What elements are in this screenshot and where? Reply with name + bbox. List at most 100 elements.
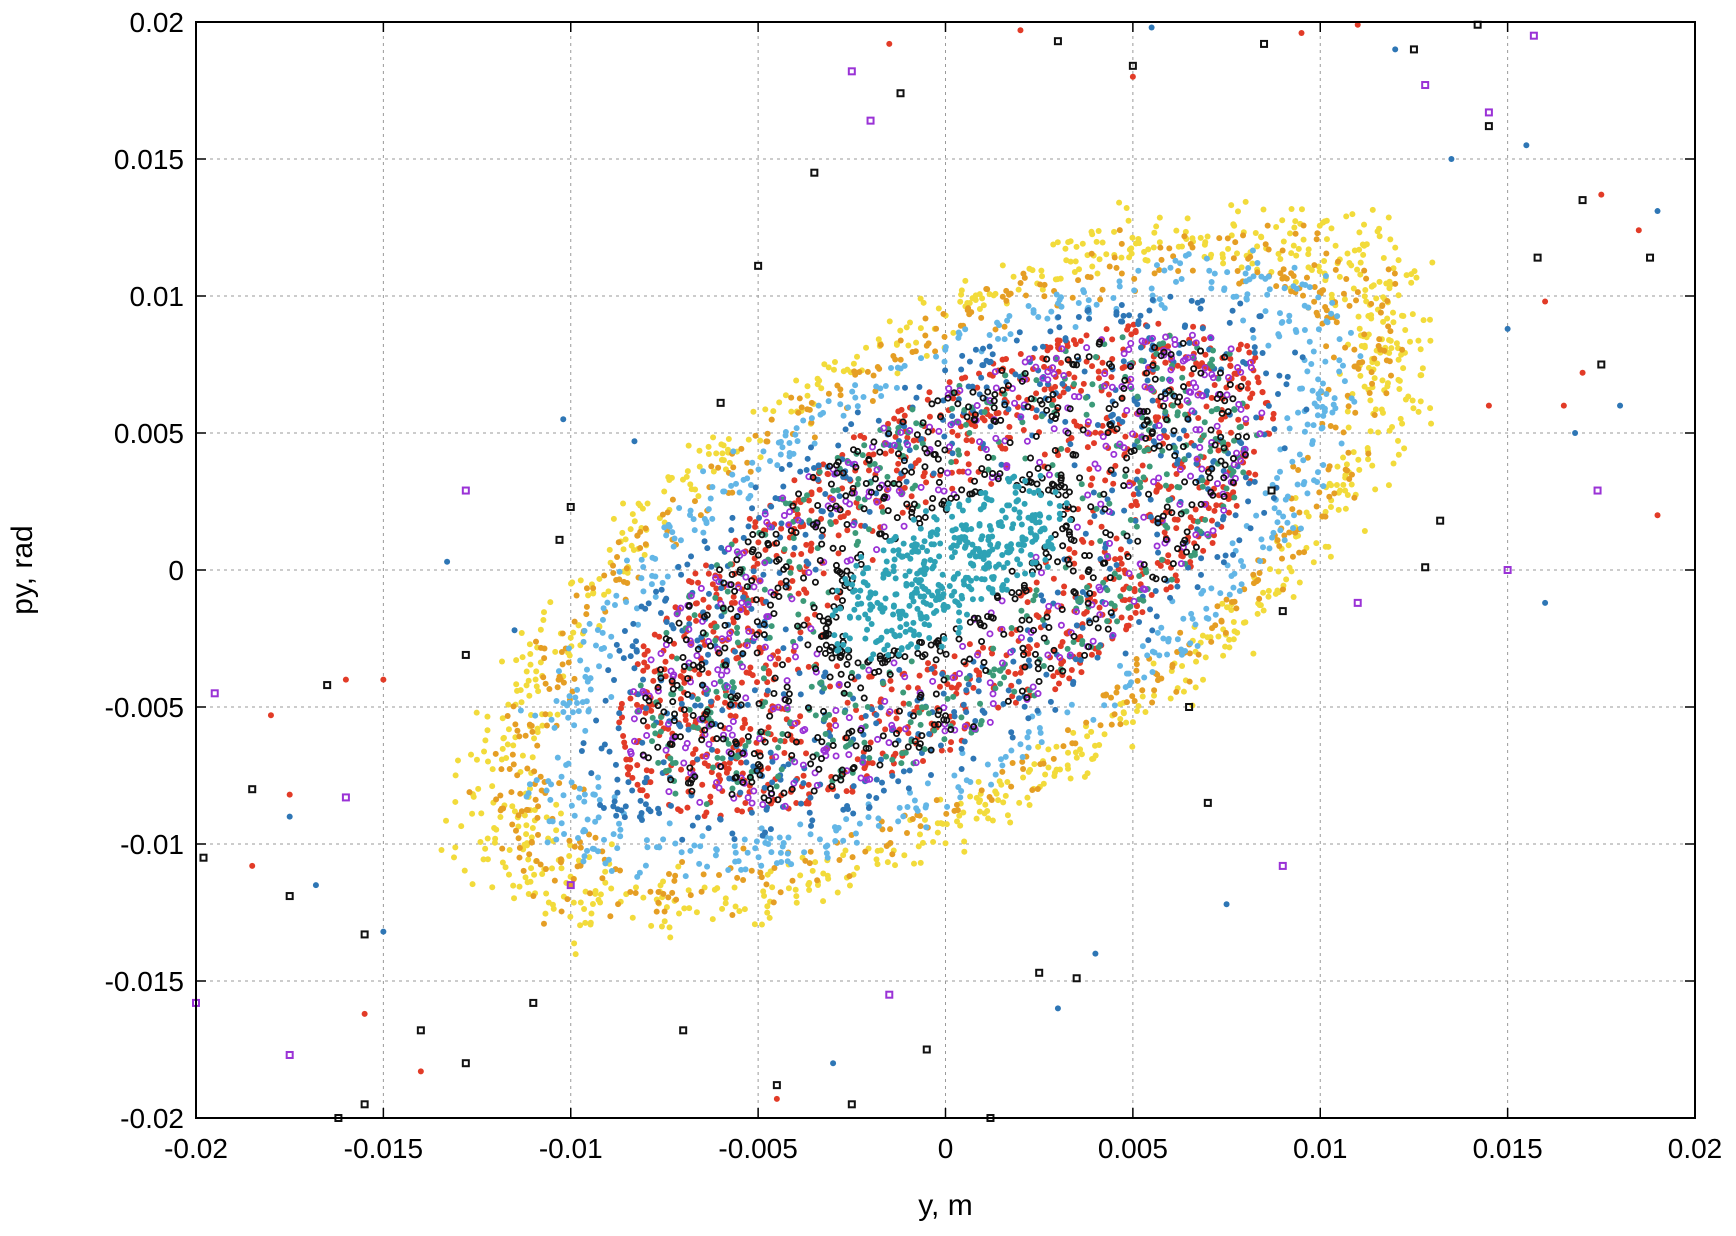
data-point (816, 486, 823, 493)
data-point (1237, 368, 1245, 376)
data-point (1133, 603, 1140, 610)
data-point (778, 466, 785, 473)
data-point (725, 724, 733, 732)
data-point (888, 721, 896, 729)
data-point (1069, 360, 1077, 368)
data-point (931, 669, 938, 676)
data-point (1123, 719, 1130, 726)
data-point (797, 629, 804, 636)
data-point (1136, 560, 1144, 568)
data-point (484, 713, 491, 720)
data-point (664, 509, 671, 516)
data-point (645, 806, 652, 813)
data-point (1012, 371, 1019, 378)
data-point (783, 704, 791, 712)
data-point (1165, 552, 1172, 559)
data-point (680, 759, 688, 767)
data-point (916, 709, 923, 716)
data-point (1056, 324, 1063, 331)
data-point (632, 884, 639, 891)
data-point (1054, 337, 1061, 344)
data-point (1158, 624, 1165, 631)
data-point (921, 816, 928, 823)
data-point (920, 299, 927, 306)
data-point (836, 856, 843, 863)
data-point (1368, 300, 1375, 307)
data-point (941, 433, 948, 440)
data-point (719, 905, 726, 912)
data-point (532, 676, 539, 683)
data-point (1381, 347, 1388, 354)
data-point (798, 551, 805, 558)
data-point (1216, 235, 1223, 242)
data-point (688, 553, 695, 560)
data-point (1005, 669, 1012, 676)
data-point (1159, 375, 1166, 382)
data-point (984, 807, 991, 814)
data-point (882, 450, 889, 457)
data-point (850, 446, 858, 454)
data-point (1067, 238, 1074, 245)
data-point (714, 748, 721, 755)
data-point (931, 727, 938, 734)
data-point (640, 563, 647, 570)
data-point (701, 884, 708, 891)
data-point (451, 854, 458, 861)
data-point (916, 693, 924, 701)
data-point (740, 877, 747, 884)
data-point (1340, 454, 1347, 461)
data-point (975, 677, 982, 684)
data-point (983, 357, 990, 364)
data-point (1254, 243, 1261, 250)
data-point (571, 812, 578, 819)
data-point (1002, 372, 1009, 379)
data-point (713, 779, 721, 787)
data-point (1120, 586, 1127, 593)
data-point (561, 830, 568, 837)
data-point (734, 630, 741, 637)
data-point (1233, 605, 1240, 612)
data-point (642, 709, 649, 716)
data-point (768, 623, 775, 630)
data-point (678, 766, 685, 773)
data-point (1292, 349, 1299, 356)
data-point (1083, 411, 1090, 418)
data-point (506, 847, 513, 854)
data-point (1041, 363, 1048, 370)
data-point (624, 771, 631, 778)
data-point (840, 806, 847, 813)
data-point (661, 524, 668, 531)
data-point (701, 760, 708, 767)
data-point (1303, 406, 1310, 413)
data-point (819, 617, 827, 625)
data-point (669, 698, 677, 706)
data-point (526, 721, 533, 728)
data-point (1084, 584, 1091, 591)
data-point (1182, 252, 1189, 259)
data-point (1350, 285, 1357, 292)
data-point (985, 466, 992, 473)
data-point (773, 860, 780, 867)
data-point (1153, 613, 1160, 620)
data-point (802, 531, 809, 538)
data-point (948, 684, 955, 691)
data-point (986, 793, 993, 800)
data-point (806, 406, 813, 413)
data-point (1096, 742, 1103, 749)
data-point (961, 838, 968, 845)
data-point (682, 712, 689, 719)
data-point (838, 597, 846, 605)
data-point (718, 456, 725, 463)
data-point (1073, 622, 1080, 629)
data-point (655, 899, 662, 906)
data-point (818, 515, 825, 522)
data-point (1199, 483, 1206, 490)
data-point (1270, 529, 1277, 536)
data-point (763, 806, 770, 813)
data-point (510, 703, 517, 710)
data-point (1040, 597, 1047, 604)
data-point (1083, 344, 1091, 352)
data-point (760, 665, 767, 672)
data-point (1059, 667, 1067, 675)
data-point (792, 653, 800, 661)
